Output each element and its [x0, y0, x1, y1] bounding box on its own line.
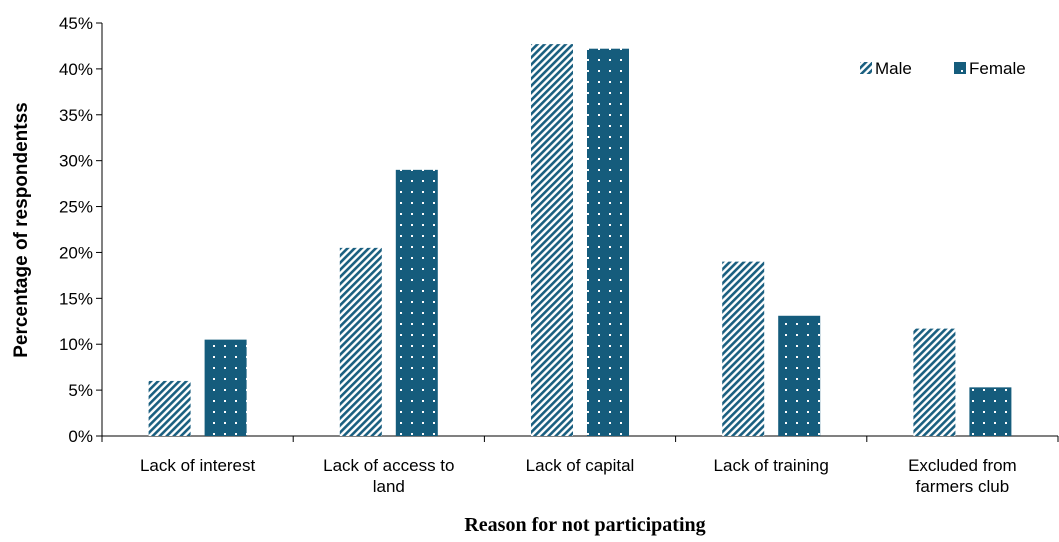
category-label: Excluded from farmers club: [908, 456, 1017, 496]
category-label: Lack of training: [714, 456, 829, 475]
bar-male-3: [531, 44, 573, 437]
y-tick-label: 20%: [59, 243, 93, 262]
y-axis: 0% 5% 10% 15% 20% 25% 30% 35% 40% 45%: [59, 14, 103, 446]
bar-female-3: [587, 48, 629, 436]
category-label: Lack of access to land: [323, 456, 454, 496]
bar-female-4: [778, 315, 821, 436]
legend-label-female: Female: [969, 59, 1026, 78]
bar-male-5: [913, 328, 956, 436]
y-tick-label: 35%: [59, 106, 93, 125]
bar-male-4: [722, 261, 765, 436]
bars: [148, 44, 1012, 437]
y-tick-label: 45%: [59, 14, 93, 33]
bar-female-2: [395, 169, 438, 436]
category-label: Lack of interest: [140, 456, 256, 475]
category-label-line: Lack of capital: [526, 456, 635, 475]
category-label-line: Excluded from: [908, 456, 1017, 475]
bar-male-1: [148, 380, 191, 436]
legend-label-male: Male: [875, 59, 912, 78]
bar-female-5: [969, 387, 1012, 436]
y-tick-label: 15%: [59, 289, 93, 308]
y-tick-label: 5%: [68, 381, 93, 400]
y-axis-title: Percentage of respondentss: [11, 102, 32, 358]
y-tick-label: 30%: [59, 152, 93, 171]
bar-female-1: [204, 339, 247, 436]
y-tick-label: 25%: [59, 198, 93, 217]
legend-swatch-female: [954, 62, 966, 74]
y-tick-label: 10%: [59, 335, 93, 354]
x-axis: Lack of interest Lack of access to landLac…: [101, 435, 1059, 496]
bar-male-2: [339, 247, 382, 436]
legend: Male Female: [860, 59, 1026, 78]
category-label-line: farmers club: [916, 477, 1010, 496]
y-tick-label: 40%: [59, 60, 93, 79]
x-axis-title: Reason for not participating: [464, 514, 705, 536]
category-label: Lack of capital: [526, 456, 635, 475]
legend-swatch-male: [860, 62, 872, 74]
category-label-line: Lack of access to: [323, 456, 454, 475]
category-label-line: Lack of training: [714, 456, 829, 475]
y-tick-label: 0%: [68, 427, 93, 446]
category-label-line: Lack of interest: [140, 456, 256, 475]
category-label-line: land: [373, 477, 405, 496]
